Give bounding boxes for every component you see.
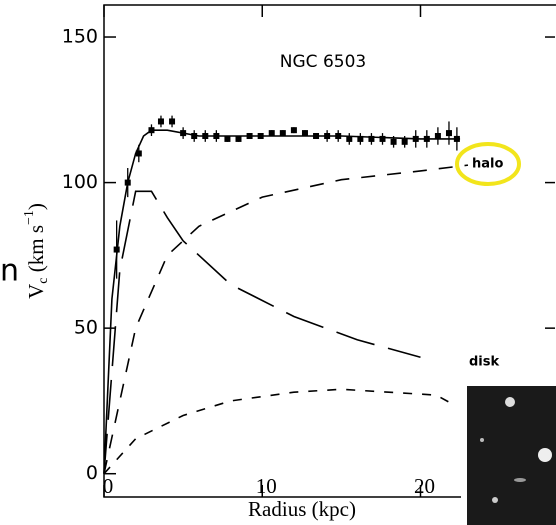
data-point	[135, 150, 142, 157]
data-point	[191, 133, 198, 140]
series-label: halo	[472, 157, 503, 172]
data-point	[335, 133, 342, 140]
series-line	[103, 129, 461, 474]
data-point	[412, 135, 419, 142]
y-title-part: −1	[22, 210, 37, 225]
inset-galaxy	[514, 478, 526, 482]
y-tick-label: 0	[86, 462, 98, 484]
y-axis-title: Vc (km s−1)	[22, 203, 51, 299]
inset-star	[505, 397, 515, 407]
series-line	[103, 190, 421, 474]
data-point	[346, 135, 353, 142]
data-point	[423, 135, 430, 142]
data-point	[401, 138, 408, 145]
x-axis-title: Radius (kpc)	[248, 497, 356, 521]
data-point	[445, 130, 452, 137]
data-point	[213, 133, 220, 140]
y-tick-label: 150	[62, 26, 98, 48]
data-point	[379, 135, 386, 142]
chart-title: NGC 6503	[280, 52, 366, 72]
series-line	[103, 164, 469, 474]
data-point	[169, 118, 176, 125]
data-point	[202, 133, 209, 140]
data-point	[368, 135, 375, 142]
inset-star	[538, 448, 552, 462]
data-point	[279, 130, 286, 137]
data-point	[453, 135, 460, 142]
data-point	[235, 135, 242, 142]
inset-star	[492, 497, 498, 503]
data-point	[390, 138, 397, 145]
inset-image	[461, 380, 556, 525]
data-point	[257, 133, 264, 140]
data-point	[313, 133, 320, 140]
y-title-part: c	[36, 278, 51, 284]
highlight-circle	[455, 142, 521, 186]
data-point	[113, 246, 120, 253]
data-point	[148, 127, 155, 134]
series-line	[103, 388, 453, 475]
x-tick-label: 20	[414, 474, 435, 498]
x-tick-label: 10	[256, 474, 277, 498]
y-title-part: )	[24, 203, 48, 210]
inset-star	[480, 438, 484, 442]
data-point	[246, 133, 253, 140]
y-tick-label: 50	[74, 317, 98, 339]
data-point	[357, 135, 364, 142]
x-tick-label: 0	[103, 474, 114, 498]
y-title-part: (km s	[24, 225, 48, 278]
data-point	[124, 179, 131, 186]
series-label: disk	[469, 355, 499, 370]
clipped-text: n	[0, 254, 19, 289]
y-tick-label: 100	[62, 171, 98, 193]
data-point	[324, 133, 331, 140]
data-point	[290, 127, 297, 134]
y-title-part: V	[24, 284, 48, 299]
data-point	[434, 133, 441, 140]
data-point	[180, 130, 187, 137]
data-point	[301, 130, 308, 137]
plot-frame	[103, 4, 556, 498]
data-point	[224, 135, 231, 142]
data-point	[268, 130, 275, 137]
data-point	[157, 118, 164, 125]
